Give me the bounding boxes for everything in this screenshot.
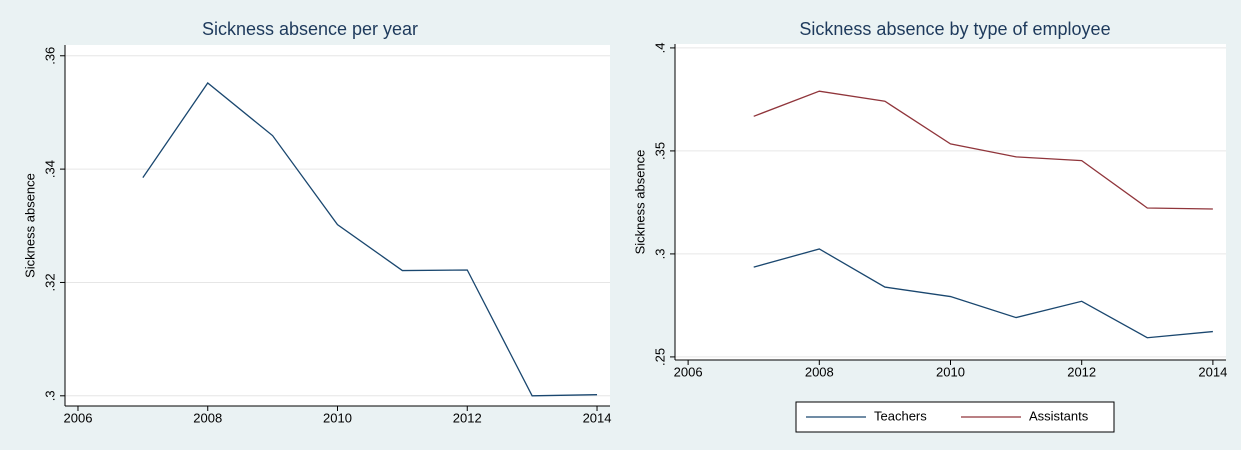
- x-tick-label: 2014: [1198, 364, 1227, 379]
- line: [142, 82, 598, 397]
- y-axis-label: Sickness absence: [632, 150, 647, 255]
- x-tick-label: 2008: [805, 364, 834, 379]
- y-tick-label: .3: [652, 248, 667, 259]
- y-axis-label: Sickness absence: [22, 173, 37, 278]
- y-tick-label: .35: [652, 142, 667, 160]
- y-tick-label: .34: [42, 160, 57, 178]
- legend-label: Teachers: [874, 408, 927, 423]
- legend-label: Assistants: [1029, 408, 1089, 423]
- x-tick-label: 2006: [64, 410, 93, 425]
- y-tick-label: .32: [42, 273, 57, 291]
- line: [753, 248, 1213, 339]
- y-tick-label: .25: [652, 348, 667, 366]
- y-tick-label: .36: [42, 47, 57, 65]
- chart-title: Sickness absence per year: [202, 19, 418, 39]
- chart-title: Sickness absence by type of employee: [799, 19, 1110, 39]
- y-tick-label: .3: [42, 390, 57, 401]
- x-tick-label: 2010: [936, 364, 965, 379]
- plot-area: [65, 45, 610, 406]
- x-tick-label: 2008: [193, 410, 222, 425]
- y-tick-label: .4: [652, 42, 667, 53]
- line: [753, 90, 1213, 210]
- x-tick-label: 2012: [453, 410, 482, 425]
- plot-area: [675, 44, 1226, 360]
- x-tick-label: 2014: [583, 410, 612, 425]
- x-tick-label: 2012: [1067, 364, 1096, 379]
- x-tick-label: 2010: [323, 410, 352, 425]
- x-tick-label: 2006: [674, 364, 703, 379]
